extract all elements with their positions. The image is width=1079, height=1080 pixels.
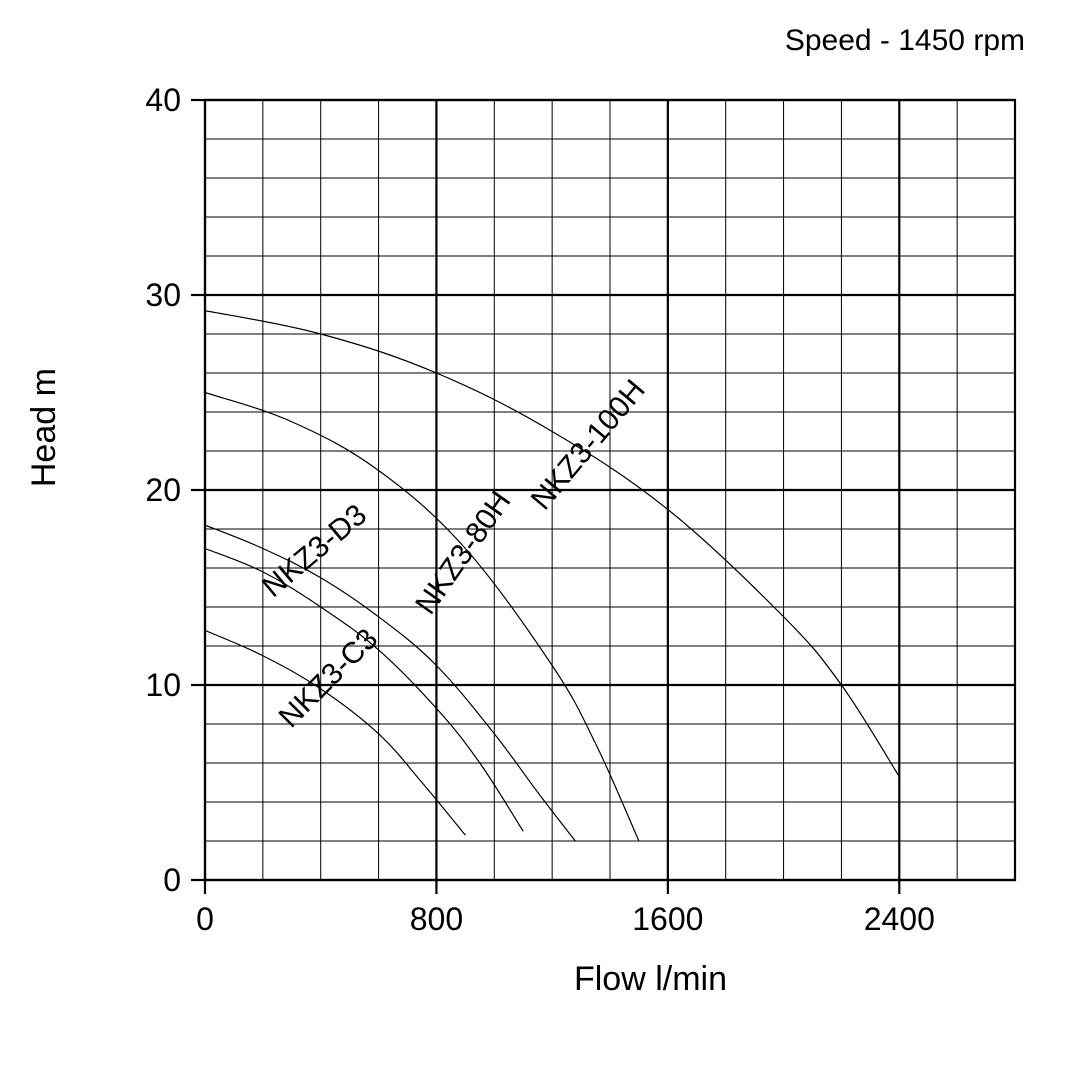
ytick-label: 30 [145, 277, 181, 313]
xtick-label: 2400 [864, 901, 935, 937]
pump-curve-chart: 0 800 1600 2400 0 10 20 30 40 Flow l/min Head m Spe… [0, 0, 1079, 1080]
ytick-label: 40 [145, 82, 181, 118]
ytick-label: 10 [145, 667, 181, 703]
x-axis-label: Flow l/min [574, 960, 727, 998]
xtick-label: 1600 [632, 901, 703, 937]
xtick-label: 0 [196, 901, 214, 937]
ytick-label: 20 [145, 472, 181, 508]
speed-label: Speed - 1450 rpm [785, 24, 1025, 57]
ytick-label: 0 [163, 862, 181, 898]
y-axis-label: Head m [25, 368, 63, 487]
xtick-label: 800 [410, 901, 463, 937]
